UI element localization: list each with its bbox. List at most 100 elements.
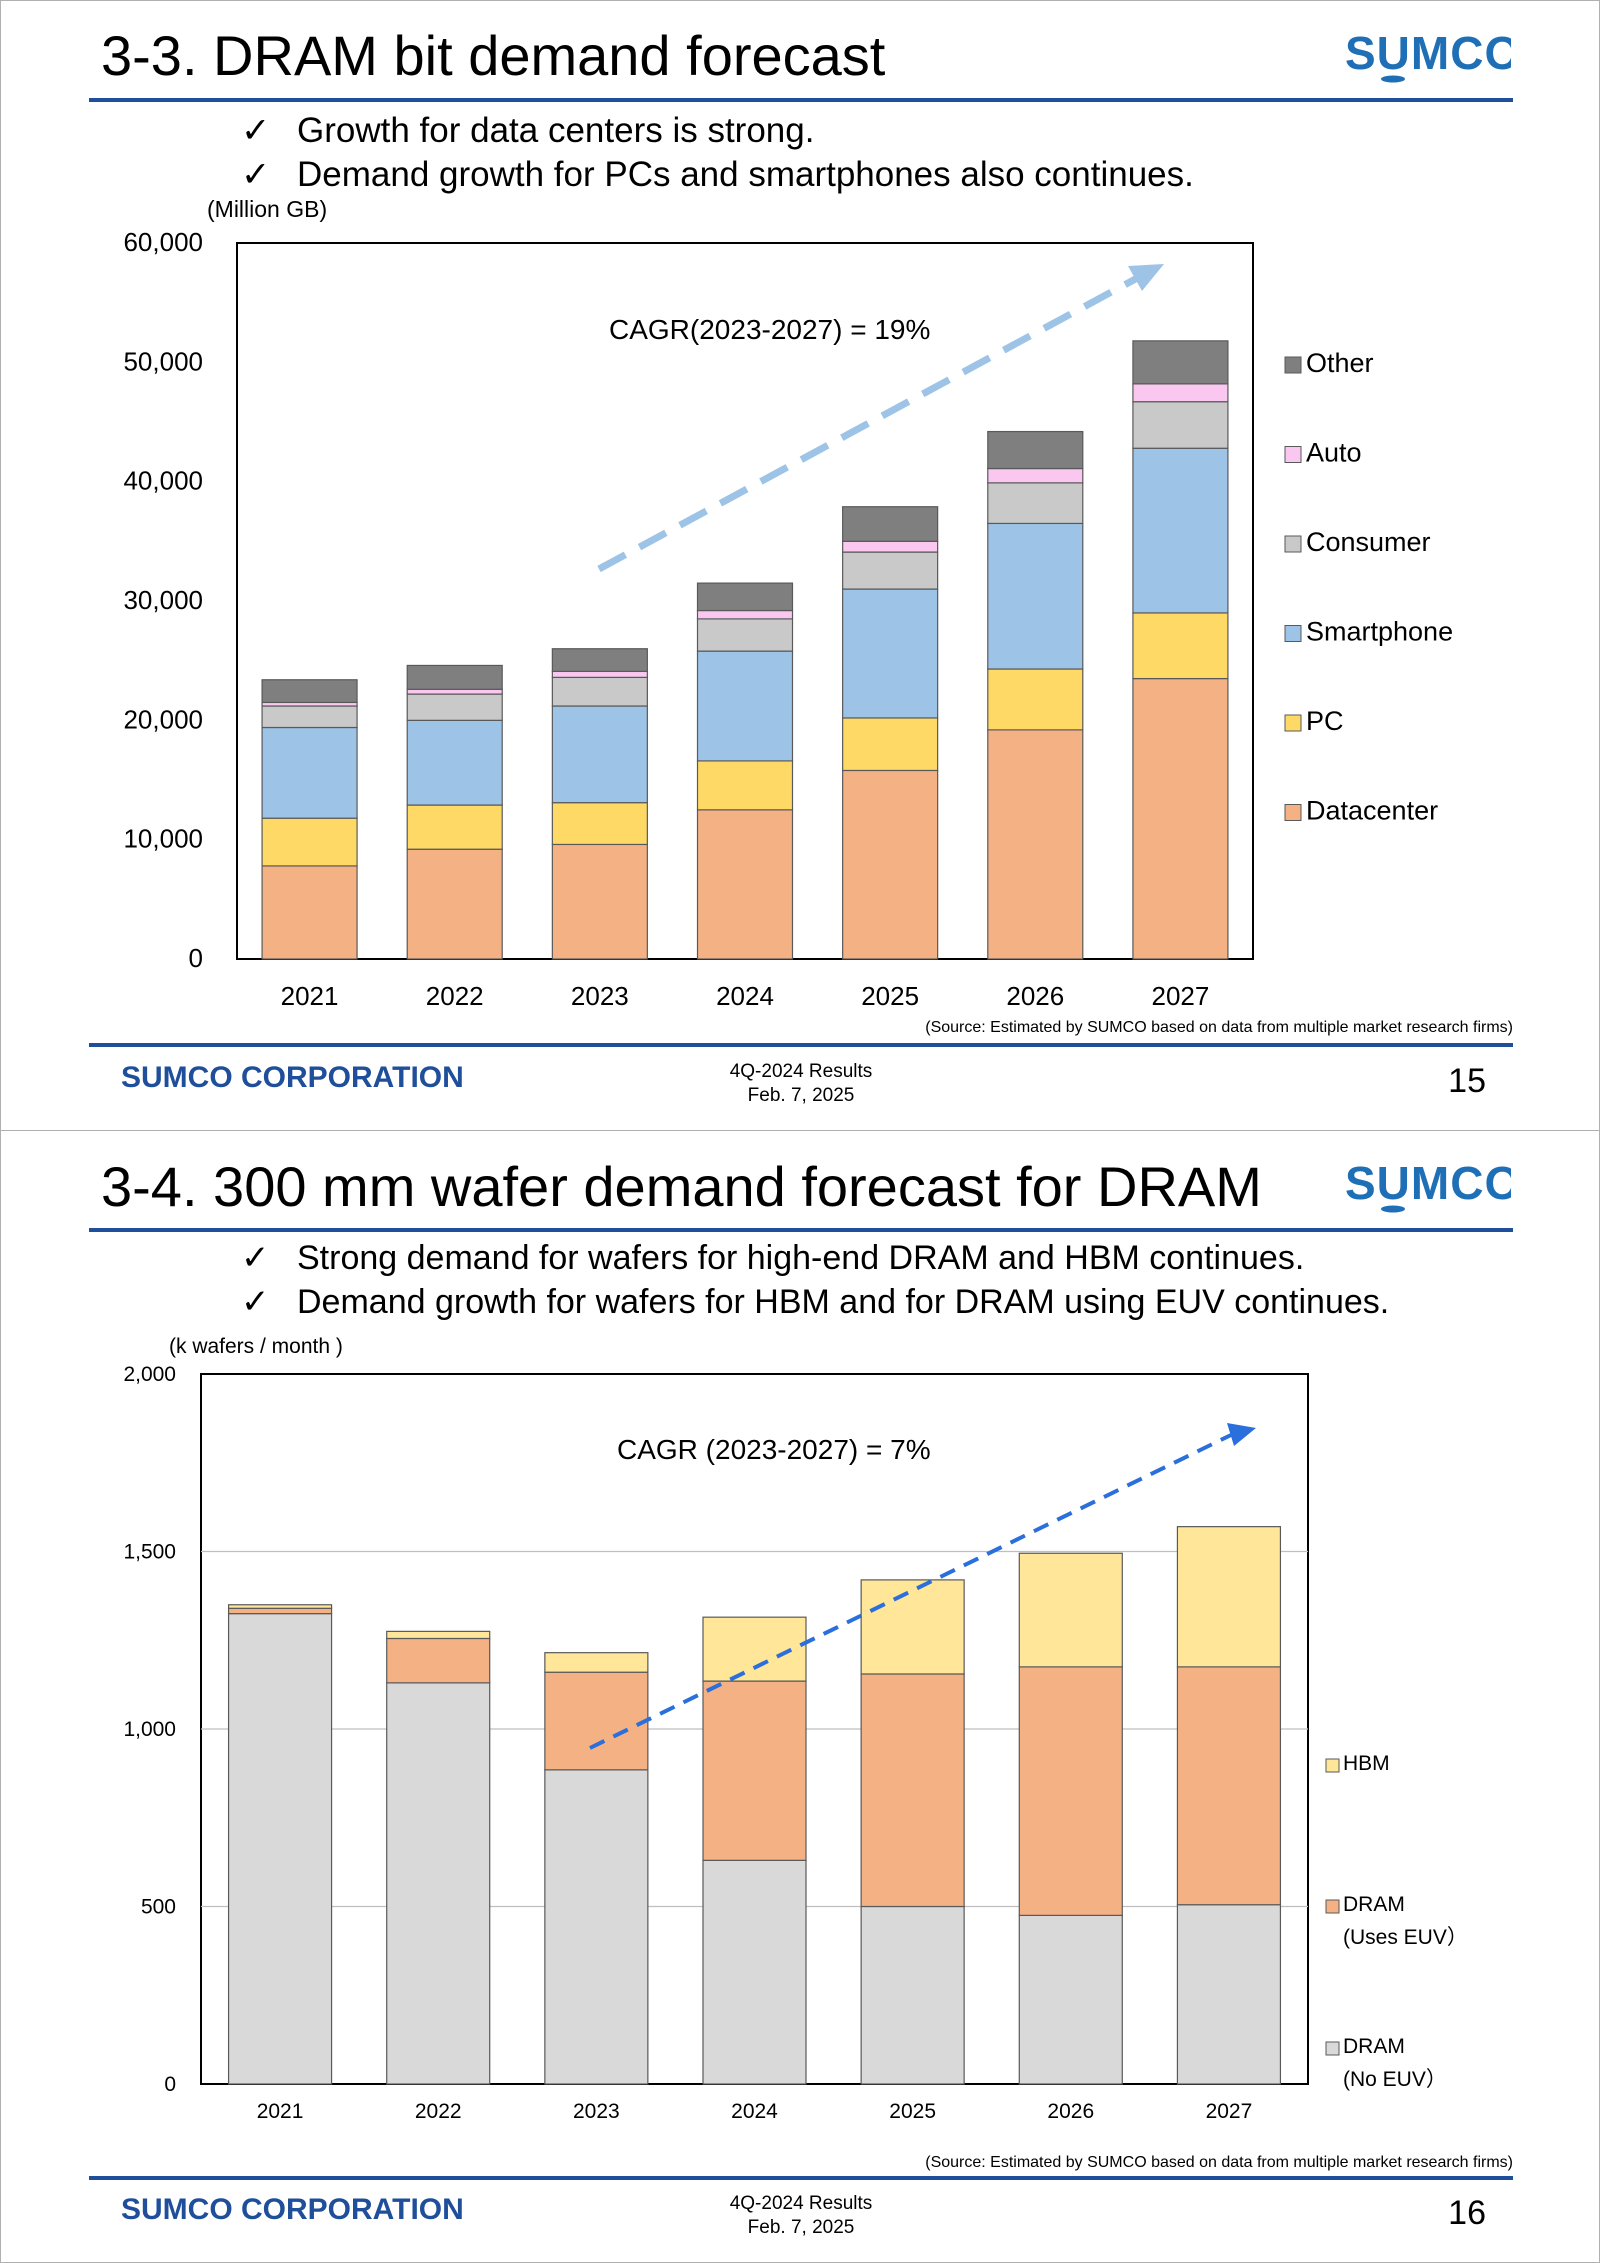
bar-datacenter-2026 [987, 729, 1084, 960]
bar-other-2027 [1132, 340, 1229, 385]
logo-text: SUMCO [1345, 1157, 1511, 1209]
legend-label-dram-no-euv: DRAM [1343, 2035, 1405, 2058]
bar-dram-uses-euv-2024 [702, 1680, 807, 1861]
x-tick-label: 2023 [573, 2100, 620, 2123]
logo-text: SUMCO [1345, 27, 1511, 79]
bar-hbm-2023 [544, 1652, 649, 1673]
bar-pc-2023 [551, 802, 648, 846]
y-tick-label: 2,000 [123, 1363, 176, 1386]
y-tick-label: 60,000 [123, 227, 203, 257]
bar-hbm-2021 [227, 1604, 333, 1609]
bar-dram-no-euv-2024 [702, 1859, 807, 2085]
bar-datacenter-2025 [842, 769, 939, 960]
y-axis-unit-label: (Million GB) [207, 196, 327, 222]
check-icon: ✓ [241, 111, 271, 150]
bar-dram-no-euv-2025 [860, 1905, 965, 2085]
y-tick-label: 40,000 [123, 466, 203, 496]
bar-datacenter-2023 [551, 843, 648, 960]
cagr-annotation: CAGR(2023-2027) = 19% [609, 314, 930, 345]
source-note: (Source: Estimated by SUMCO based on dat… [925, 2154, 1513, 2171]
legend-label-smartphone: Smartphone [1306, 617, 1453, 647]
bar-pc-2022 [406, 804, 503, 850]
x-tick-label: 2022 [426, 981, 484, 1011]
x-tick-label: 2024 [731, 2100, 778, 2123]
bullet-item: ✓ Growth for data centers is strong. [241, 109, 1194, 153]
title-divider [89, 1228, 1513, 1232]
trend-arrowhead-icon [1128, 264, 1164, 291]
bar-pc-2027 [1132, 612, 1229, 680]
slide-16: 3-4. 300 mm wafer demand forecast for DR… [0, 1130, 1600, 2263]
x-tick-label: 2022 [415, 2100, 462, 2123]
bar-dram-no-euv-2021 [227, 1613, 333, 2085]
bar-hbm-2027 [1176, 1526, 1282, 1668]
bullet-item: ✓ Demand growth for wafers for HBM and fo… [241, 1280, 1389, 1324]
bar-other-2026 [987, 430, 1084, 470]
bar-hbm-2022 [386, 1630, 491, 1640]
bar-dram-uses-euv-2026 [1018, 1666, 1123, 1916]
bar-pc-2025 [842, 717, 939, 772]
bar-hbm-2026 [1018, 1552, 1123, 1668]
y-tick-label: 0 [189, 943, 203, 973]
y-tick-label: 1,500 [123, 1541, 176, 1564]
bar-consumer-2022 [406, 693, 503, 721]
x-tick-label: 2025 [861, 981, 919, 1011]
presentation-info: 4Q-2024 Results Feb. 7, 2025 [701, 1060, 901, 1108]
legend-label-dram-no-euv: (No EUV） [1343, 2068, 1447, 2091]
legend-swatch-pc [1284, 714, 1302, 732]
x-tick-label: 2021 [281, 981, 339, 1011]
bar-dram-no-euv-2027 [1176, 1904, 1282, 2085]
bar-other-2025 [842, 506, 939, 542]
bar-pc-2024 [696, 760, 794, 811]
page-number: 15 [1448, 1062, 1486, 1100]
wafer-demand-chart: (k wafers / month ) 0 500 1,000 1,500 2,000 20… [123, 1335, 1468, 2123]
sumco-logo: SUMCO [1345, 27, 1511, 83]
bar-smartphone-2026 [987, 522, 1084, 670]
bar-auto-2025 [842, 540, 939, 553]
slide-title: 3-3. DRAM bit demand forecast [101, 24, 886, 87]
bar-dram-no-euv-2022 [386, 1682, 491, 2085]
bullet-list: ✓ Strong demand for wafers for high-end D… [241, 1236, 1389, 1324]
bar-pc-2026 [987, 668, 1084, 731]
results-label: 4Q-2024 Results [729, 2193, 873, 2214]
bar-other-2023 [551, 648, 648, 673]
x-tick-label: 2023 [571, 981, 629, 1011]
bar-consumer-2023 [551, 676, 648, 707]
presentation-info: 4Q-2024 Results Feb. 7, 2025 [701, 2192, 901, 2240]
legend-swatch-consumer [1284, 535, 1302, 553]
y-tick-label: 50,000 [123, 346, 203, 376]
y-tick-label: 1,000 [123, 1718, 176, 1741]
dram-bit-demand-chart: (Million GB) 0 10,000 20,000 30,000 40,000 50,… [123, 196, 1453, 1011]
bullet-item: ✓ Demand growth for PCs and smartphones a… [241, 153, 1194, 197]
bar-smartphone-2025 [842, 588, 939, 719]
bar-auto-2023 [551, 670, 648, 678]
trend-arrowhead-icon [1227, 1423, 1256, 1446]
bullet-text: Demand growth for PCs and smartphones al… [297, 155, 1194, 194]
legend-swatch-smartphone [1284, 625, 1302, 642]
bar-datacenter-2027 [1132, 677, 1229, 960]
check-icon: ✓ [241, 1283, 270, 1321]
bullet-text: Demand growth for wafers for HBM and for… [297, 1283, 1390, 1321]
legend-label-dram-uses-euv: (Uses EUV） [1343, 1926, 1468, 1949]
legend-label-hbm: HBM [1343, 1752, 1390, 1775]
x-tick-label: 2025 [889, 2100, 936, 2123]
bar-other-2021 [261, 679, 358, 704]
x-tick-label: 2021 [257, 2100, 304, 2123]
y-tick-label: 10,000 [123, 824, 203, 854]
legend-label-datacenter: Datacenter [1306, 796, 1438, 826]
bar-consumer-2027 [1132, 401, 1229, 449]
bar-smartphone-2024 [696, 650, 794, 762]
bullet-text: Growth for data centers is strong. [297, 111, 815, 150]
bar-smartphone-2023 [551, 705, 648, 804]
source-note: (Source: Estimated by SUMCO based on dat… [925, 1019, 1513, 1036]
legend-swatch-dram-uses-euv [1325, 1899, 1340, 1914]
bar-pc-2021 [261, 817, 358, 867]
y-tick-label: 0 [164, 2073, 176, 2096]
bar-consumer-2025 [842, 551, 939, 590]
bar-consumer-2026 [987, 482, 1084, 525]
bar-smartphone-2021 [261, 726, 358, 819]
bar-dram-no-euv-2023 [544, 1769, 649, 2085]
legend-label-consumer: Consumer [1306, 527, 1431, 557]
x-tick-label: 2024 [716, 981, 774, 1011]
bar-auto-2027 [1132, 383, 1229, 403]
legend-swatch-other [1284, 356, 1302, 374]
